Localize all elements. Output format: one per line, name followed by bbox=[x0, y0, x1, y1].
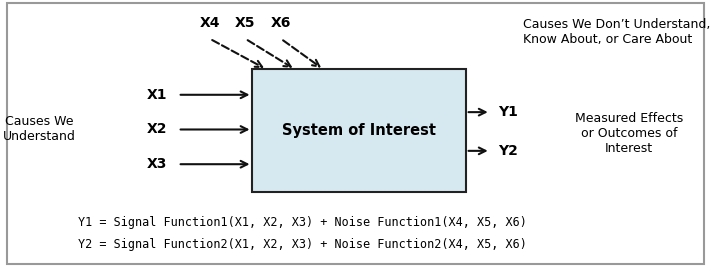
Text: System of Interest: System of Interest bbox=[282, 123, 436, 138]
Text: X1: X1 bbox=[146, 88, 167, 102]
Text: Y1 = Signal Function1(X1, X2, X3) + Noise Function1(X4, X5, X6): Y1 = Signal Function1(X1, X2, X3) + Nois… bbox=[78, 217, 527, 229]
Text: X5: X5 bbox=[235, 16, 255, 30]
Text: X2: X2 bbox=[146, 123, 167, 136]
Text: X3: X3 bbox=[146, 157, 167, 171]
Text: Y2 = Signal Function2(X1, X2, X3) + Noise Function2(X4, X5, X6): Y2 = Signal Function2(X1, X2, X3) + Nois… bbox=[78, 238, 527, 251]
FancyBboxPatch shape bbox=[252, 69, 466, 192]
Text: Y1: Y1 bbox=[498, 105, 518, 119]
Text: Causes We Don’t Understand,
Know About, or Care About: Causes We Don’t Understand, Know About, … bbox=[523, 18, 710, 46]
Text: Measured Effects
or Outcomes of
Interest: Measured Effects or Outcomes of Interest bbox=[575, 112, 683, 155]
Text: Y2: Y2 bbox=[498, 144, 518, 158]
Text: X6: X6 bbox=[271, 16, 291, 30]
Text: X4: X4 bbox=[200, 16, 220, 30]
Text: Causes We
Understand: Causes We Understand bbox=[3, 116, 75, 143]
